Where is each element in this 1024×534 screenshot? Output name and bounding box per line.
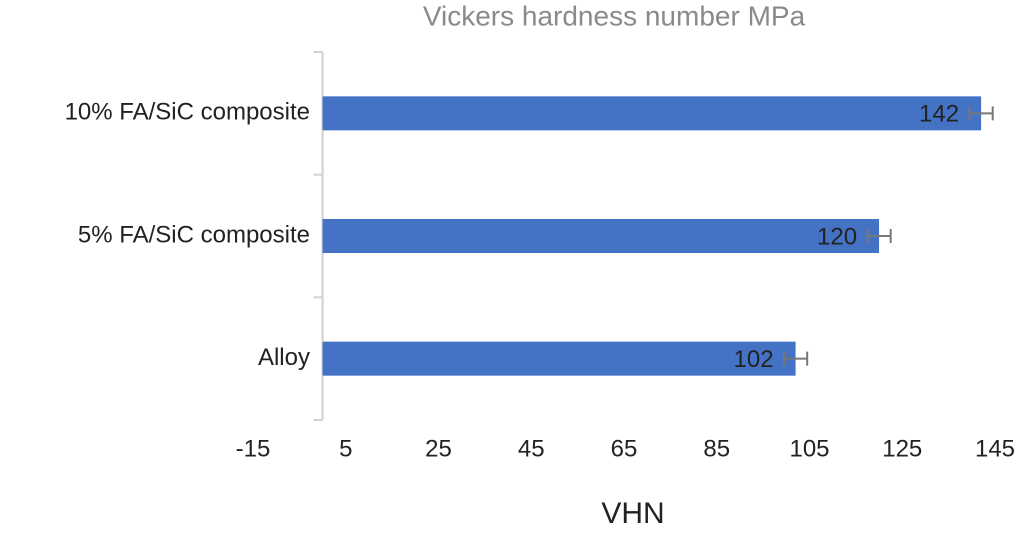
chart-title: Vickers hardness number MPa <box>423 0 806 31</box>
x-tick-label: 125 <box>882 435 922 462</box>
value-label: 120 <box>817 223 857 250</box>
y-tick-label: 5% FA/SiC composite <box>78 221 310 248</box>
y-tick-label: Alloy <box>258 344 310 371</box>
x-axis-label: VHN <box>601 497 664 530</box>
x-tick-label: 105 <box>789 435 829 462</box>
bar <box>322 219 880 253</box>
error-bar <box>866 229 892 243</box>
x-tick-label: 45 <box>518 435 545 462</box>
error-bar <box>782 351 809 366</box>
x-tick-label: 145 <box>975 435 1015 462</box>
x-tick-label: 85 <box>703 435 730 462</box>
x-tick-label: 65 <box>611 435 638 462</box>
bar <box>322 96 982 131</box>
x-tick-label: -15 <box>236 435 271 462</box>
x-tick-label: 25 <box>425 435 452 462</box>
x-tick-label: 5 <box>339 435 352 462</box>
value-label: 142 <box>919 101 959 128</box>
y-tick-label: 10% FA/SiC composite <box>65 99 310 126</box>
error-bar <box>968 106 994 121</box>
value-label: 102 <box>734 346 774 373</box>
bar <box>322 341 796 376</box>
